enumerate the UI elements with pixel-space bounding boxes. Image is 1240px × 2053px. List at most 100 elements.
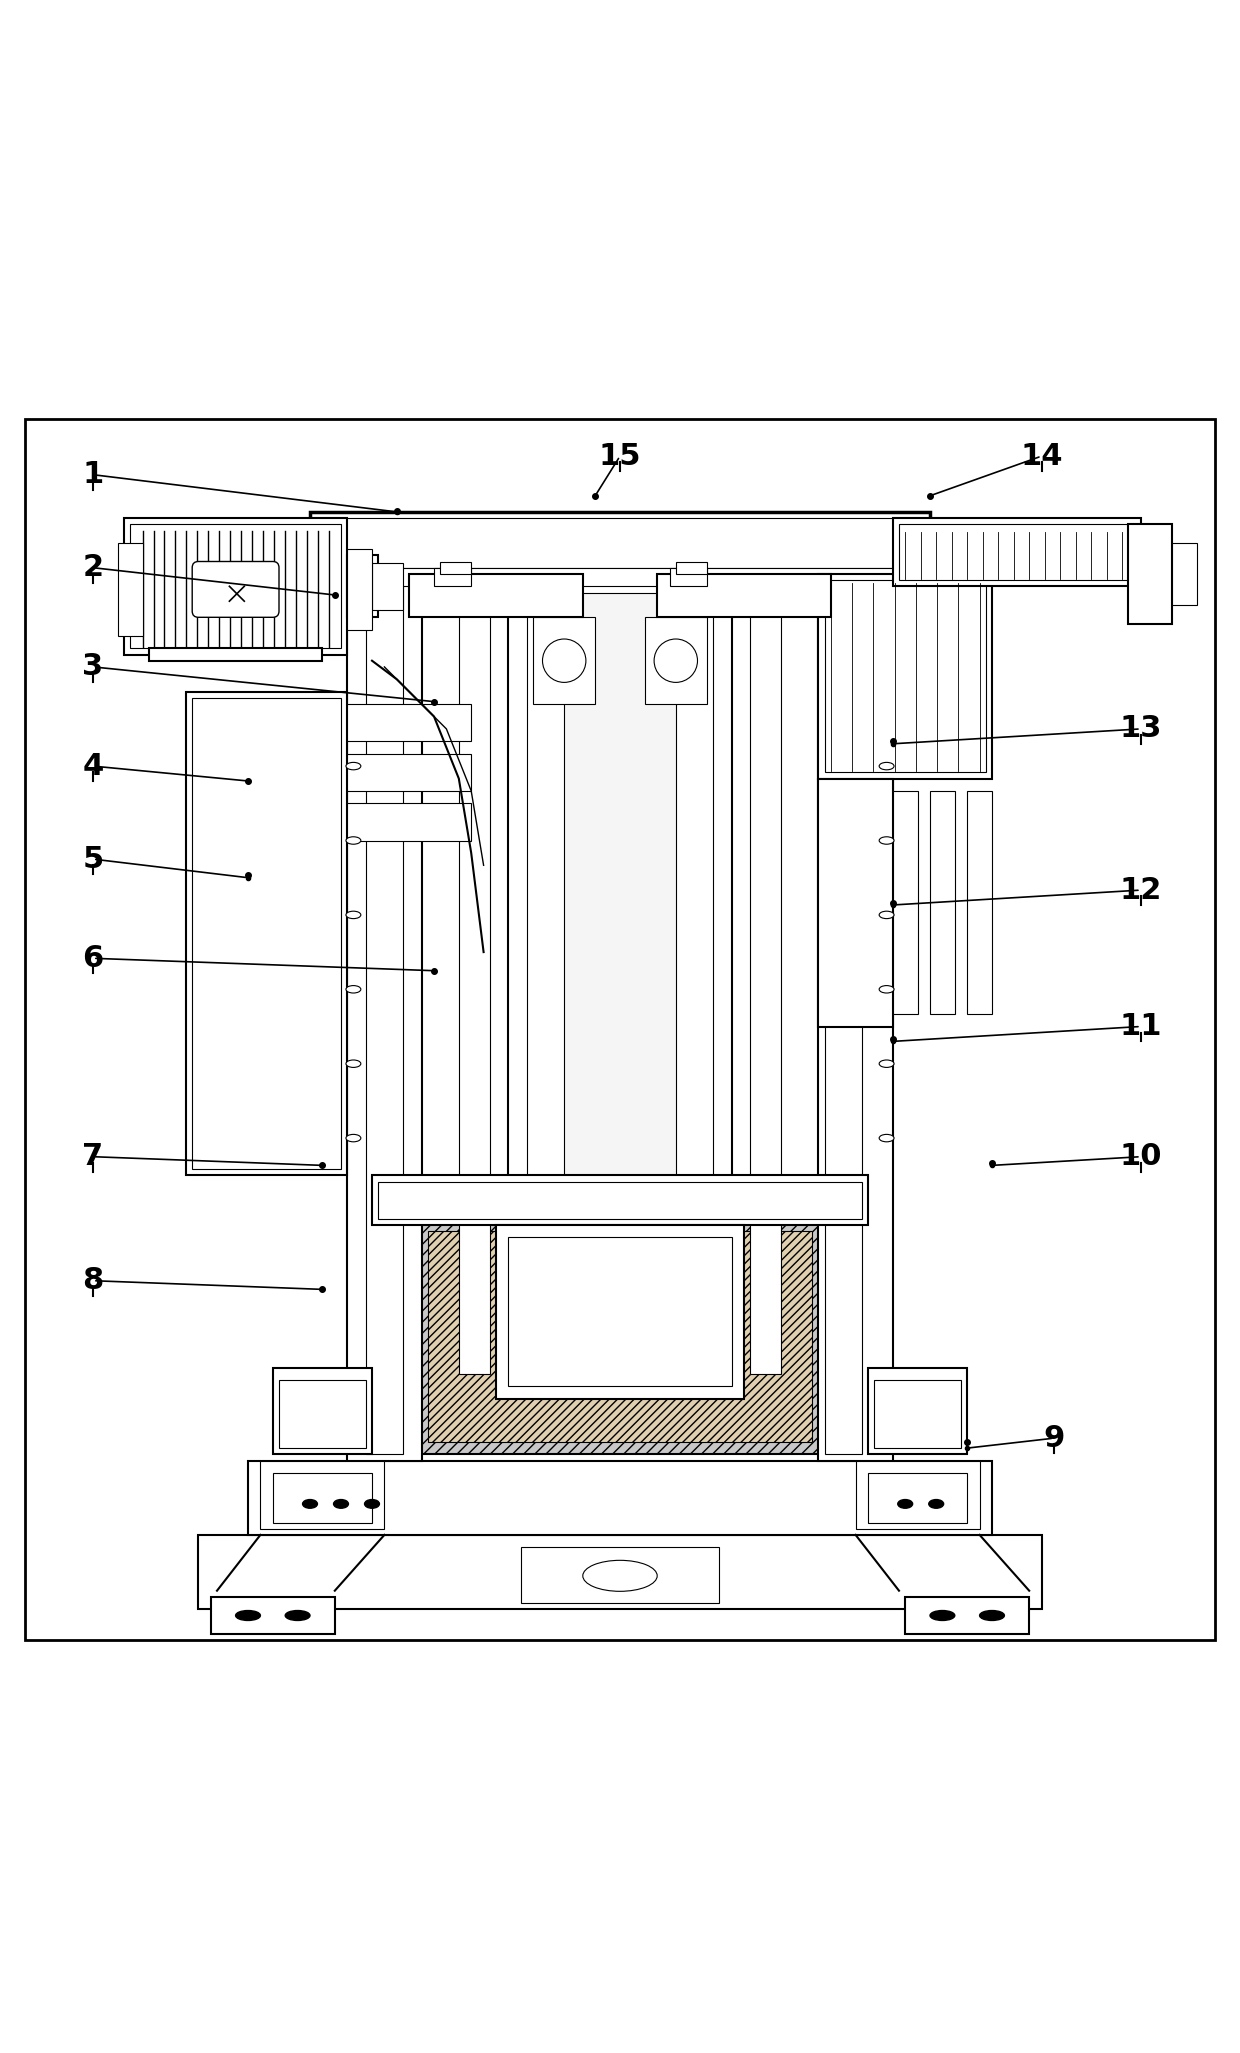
Bar	[856, 1460, 980, 1529]
Bar	[347, 803, 471, 840]
Ellipse shape	[346, 1059, 361, 1068]
Bar	[409, 1219, 831, 1454]
Ellipse shape	[334, 1499, 348, 1509]
Bar	[533, 618, 595, 704]
Ellipse shape	[898, 1499, 913, 1509]
Text: 6: 6	[82, 944, 104, 973]
Text: 14: 14	[1021, 441, 1063, 470]
Text: 12: 12	[1120, 875, 1162, 905]
Ellipse shape	[583, 1560, 657, 1591]
Bar	[670, 569, 707, 587]
Bar	[347, 548, 372, 630]
Bar	[192, 698, 341, 1168]
Text: 5: 5	[82, 844, 104, 875]
Bar	[893, 517, 1141, 587]
Ellipse shape	[879, 1135, 894, 1141]
Ellipse shape	[879, 912, 894, 918]
Ellipse shape	[879, 1059, 894, 1068]
Bar	[930, 790, 955, 1014]
Bar	[676, 563, 707, 575]
Text: 1: 1	[82, 460, 104, 489]
Bar	[527, 581, 713, 1361]
Text: 11: 11	[1120, 1012, 1162, 1041]
Bar	[409, 575, 583, 618]
Text: 3: 3	[82, 653, 104, 682]
Ellipse shape	[929, 1499, 944, 1509]
Ellipse shape	[930, 1610, 955, 1620]
Bar	[248, 1460, 992, 1536]
Bar	[657, 575, 831, 618]
Ellipse shape	[303, 1499, 317, 1509]
Bar	[508, 569, 732, 1373]
Bar	[1128, 524, 1172, 624]
Bar	[316, 517, 924, 569]
Bar	[905, 1597, 1029, 1634]
Bar	[366, 575, 403, 1454]
Bar	[130, 524, 341, 649]
Ellipse shape	[346, 1135, 361, 1141]
Bar	[434, 569, 471, 587]
Ellipse shape	[236, 1610, 260, 1620]
Bar	[967, 790, 992, 1014]
Bar	[273, 1367, 372, 1454]
Text: 4: 4	[82, 751, 104, 780]
Bar	[273, 1472, 372, 1523]
Bar	[508, 1238, 732, 1386]
Bar	[521, 1548, 719, 1603]
Ellipse shape	[655, 638, 698, 682]
Ellipse shape	[879, 985, 894, 994]
Bar	[310, 511, 930, 575]
Bar	[825, 575, 862, 1454]
Ellipse shape	[346, 985, 361, 994]
Bar	[260, 1460, 384, 1529]
Bar	[211, 1597, 335, 1634]
Bar	[198, 1536, 1042, 1610]
Text: 13: 13	[1120, 714, 1162, 743]
Text: 2: 2	[82, 552, 104, 583]
Bar	[868, 1472, 967, 1523]
Bar	[825, 581, 986, 772]
Text: 7: 7	[82, 1141, 104, 1170]
Bar	[459, 606, 490, 1373]
FancyBboxPatch shape	[192, 563, 279, 618]
Bar	[118, 542, 143, 636]
Bar	[874, 1380, 961, 1447]
Text: 9: 9	[1043, 1423, 1065, 1454]
Bar	[378, 1180, 862, 1219]
Text: 8: 8	[82, 1267, 104, 1295]
Ellipse shape	[346, 762, 361, 770]
Bar	[818, 575, 992, 778]
Ellipse shape	[285, 1610, 310, 1620]
Bar	[818, 569, 893, 1460]
Bar	[124, 517, 347, 655]
Ellipse shape	[980, 1610, 1004, 1620]
Ellipse shape	[543, 638, 587, 682]
Bar	[1172, 542, 1197, 606]
Bar	[149, 649, 322, 661]
Bar	[428, 1232, 812, 1441]
Bar	[279, 1380, 366, 1447]
Bar	[347, 569, 893, 587]
Bar	[893, 790, 918, 1014]
Bar	[564, 593, 676, 1349]
Bar	[186, 692, 347, 1174]
Bar	[750, 606, 781, 1373]
Text: 10: 10	[1120, 1141, 1162, 1170]
Bar	[347, 753, 471, 790]
Bar	[868, 1367, 967, 1454]
Bar	[645, 618, 707, 704]
Bar	[347, 554, 378, 618]
Ellipse shape	[879, 762, 894, 770]
Bar	[818, 778, 893, 1026]
Bar	[372, 563, 403, 610]
Bar	[372, 1174, 868, 1226]
Ellipse shape	[346, 838, 361, 844]
Ellipse shape	[346, 912, 361, 918]
Bar	[899, 524, 1135, 581]
Bar	[347, 569, 422, 1460]
Ellipse shape	[365, 1499, 379, 1509]
Bar	[440, 563, 471, 575]
Text: 15: 15	[599, 441, 641, 470]
Ellipse shape	[879, 838, 894, 844]
Bar	[347, 704, 471, 741]
